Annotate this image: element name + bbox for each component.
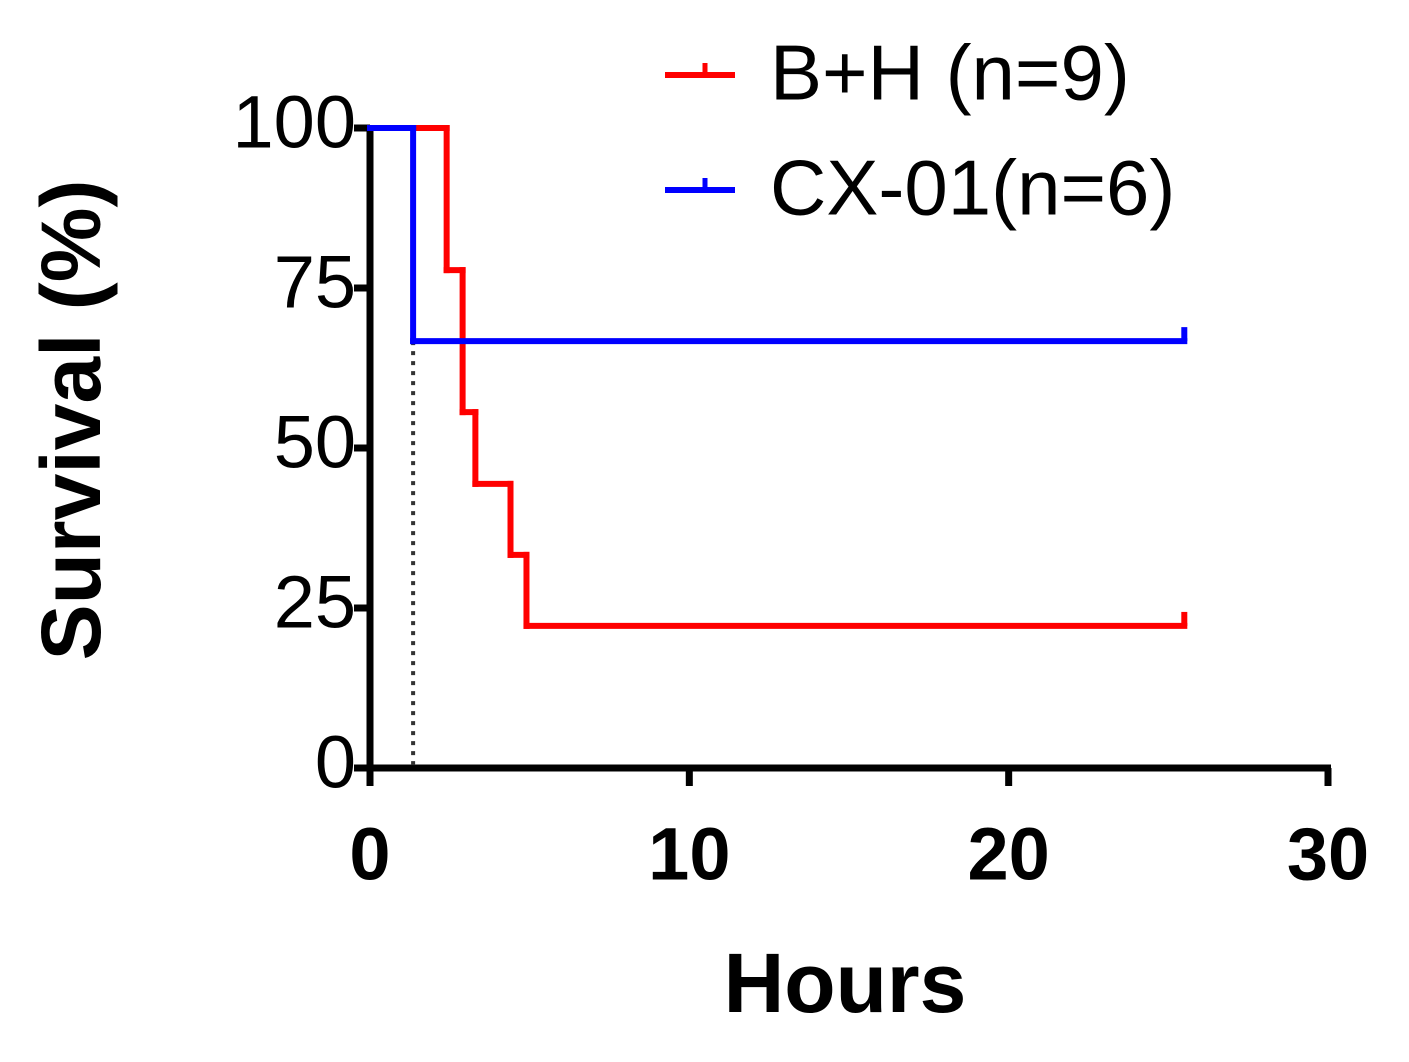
- x-tick-label: 0: [349, 813, 390, 896]
- y-tick-label: 50: [274, 401, 356, 484]
- legend-label: CX-01(n=6): [770, 144, 1175, 232]
- x-tick-label: 20: [968, 813, 1050, 896]
- y-tick-label: 25: [274, 561, 356, 644]
- y-axis-title: Survival (%): [24, 180, 118, 661]
- x-tick-label: 10: [648, 813, 730, 896]
- legend-label: B+H (n=9): [770, 29, 1130, 117]
- y-tick-label: 75: [274, 241, 356, 324]
- x-axis-title: Hours: [724, 936, 967, 1030]
- x-tick-label: 30: [1287, 813, 1369, 896]
- y-tick-label: 0: [315, 721, 356, 804]
- y-tick-label: 100: [233, 81, 356, 164]
